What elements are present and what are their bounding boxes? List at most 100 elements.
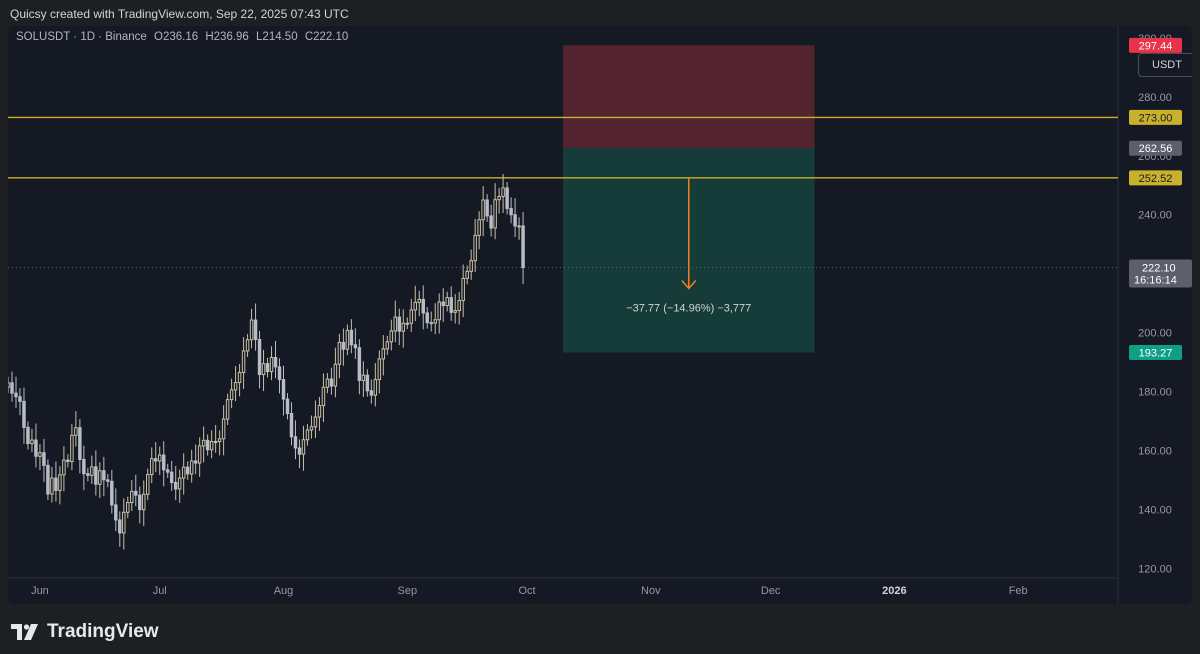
- candle-body: [277, 366, 282, 381]
- candle-body: [445, 297, 449, 307]
- candle-body: [169, 471, 174, 484]
- candle-body: [153, 458, 158, 462]
- price-chart[interactable]: 120.00140.00160.00180.00200.00220.00240.…: [8, 26, 1192, 604]
- candle-body: [134, 490, 138, 496]
- footer: TradingView: [0, 604, 1200, 654]
- candle-body: [241, 350, 246, 374]
- candle-body: [481, 199, 485, 221]
- candle-body: [389, 330, 394, 343]
- y-tick-label: 280.00: [1138, 92, 1172, 104]
- candle-body: [38, 452, 42, 457]
- y-tick-label: 140.00: [1138, 505, 1172, 517]
- candle-body: [197, 445, 202, 464]
- candle-body: [225, 399, 230, 420]
- candle-body: [425, 312, 429, 324]
- candle-body: [353, 344, 358, 349]
- candle-body: [110, 480, 114, 506]
- candle-body: [201, 439, 206, 447]
- candle-body: [257, 338, 262, 376]
- candle-body: [189, 460, 194, 475]
- currency-button[interactable]: USDT: [1138, 53, 1192, 77]
- candle-body: [409, 309, 414, 324]
- candle-body: [309, 426, 314, 431]
- tradingview-brand[interactable]: TradingView: [11, 621, 159, 643]
- candle-body: [161, 454, 166, 471]
- y-tick-label: 160.00: [1138, 446, 1172, 458]
- candle-body: [118, 519, 122, 534]
- candle-body: [245, 339, 250, 352]
- candle-body: [130, 490, 134, 504]
- current-price-countdown: 16:16:14: [1134, 275, 1177, 287]
- chart-panel[interactable]: 120.00140.00160.00180.00200.00220.00240.…: [8, 26, 1192, 604]
- candle-body: [205, 439, 210, 451]
- candle-body: [381, 348, 386, 360]
- x-tick-label: Aug: [274, 585, 294, 597]
- current-price-tag: [1129, 259, 1192, 288]
- candle-body: [138, 494, 142, 511]
- candle-body: [337, 341, 342, 365]
- candle-body: [473, 234, 477, 262]
- candle-body: [142, 493, 146, 511]
- x-tick-label: Oct: [519, 585, 536, 597]
- current-price-value: 222.10: [1142, 263, 1176, 275]
- candle-body: [505, 187, 509, 210]
- candle-body: [361, 374, 366, 381]
- candle-body: [50, 477, 54, 495]
- candle-body: [497, 195, 501, 201]
- candle-body: [126, 502, 130, 513]
- candle-body: [297, 447, 302, 455]
- projection-arrow-head: [681, 279, 697, 290]
- candle-body: [46, 464, 50, 495]
- candle-body: [433, 319, 437, 324]
- candle-body: [54, 477, 58, 491]
- candle-body: [10, 382, 14, 394]
- candle-body: [146, 474, 150, 495]
- candle-body: [317, 405, 322, 418]
- price-tag-label: 297.44: [1139, 40, 1173, 52]
- price-tag-label: 193.27: [1139, 348, 1173, 360]
- candle-body: [58, 474, 62, 491]
- candle-body: [501, 187, 505, 197]
- x-tick-label: Nov: [641, 585, 661, 597]
- x-tick-label: Feb: [1009, 585, 1028, 597]
- candle-body: [369, 390, 374, 396]
- candle-body: [106, 479, 110, 482]
- x-tick-label: 2026: [882, 585, 906, 597]
- candle-body: [357, 347, 362, 381]
- candle-body: [181, 466, 186, 479]
- price-tag-label: 252.52: [1139, 173, 1173, 185]
- candle-body: [333, 363, 338, 387]
- x-tick-label: Jul: [153, 585, 167, 597]
- candle-body: [377, 358, 382, 381]
- candle-body: [70, 434, 74, 463]
- candle-body: [349, 329, 354, 346]
- candle-body: [217, 438, 222, 443]
- candle-body: [74, 427, 78, 436]
- candle-body: [253, 319, 258, 340]
- legend-low: L214.50: [256, 31, 298, 43]
- tradingview-logo-icon: [11, 624, 38, 640]
- candle-body: [509, 208, 513, 216]
- symbol-legend: SOLUSDT · 1D · Binance O236.16 H236.96 L…: [16, 31, 352, 43]
- candle-body: [341, 341, 346, 350]
- candle-body: [22, 400, 26, 428]
- candle-body: [30, 439, 34, 445]
- candle-body: [393, 316, 398, 332]
- legend-symbol[interactable]: SOLUSDT · 1D · Binance: [16, 31, 147, 43]
- price-tag-label: 262.56: [1139, 143, 1173, 155]
- candle-body: [66, 459, 70, 463]
- candle-body: [417, 298, 421, 303]
- candle-body: [98, 470, 102, 485]
- candle-body: [173, 482, 178, 490]
- candle-body: [325, 378, 330, 388]
- candle-body: [405, 322, 410, 325]
- candle-body: [94, 466, 98, 485]
- candle-body: [465, 270, 469, 279]
- price-tag: [1129, 345, 1182, 361]
- candle-body: [150, 458, 154, 476]
- candle-body: [114, 504, 118, 521]
- price-tag-label: 273.00: [1139, 112, 1173, 124]
- candle-body: [165, 469, 170, 473]
- candle-body: [293, 436, 298, 449]
- price-tag: [1129, 109, 1182, 125]
